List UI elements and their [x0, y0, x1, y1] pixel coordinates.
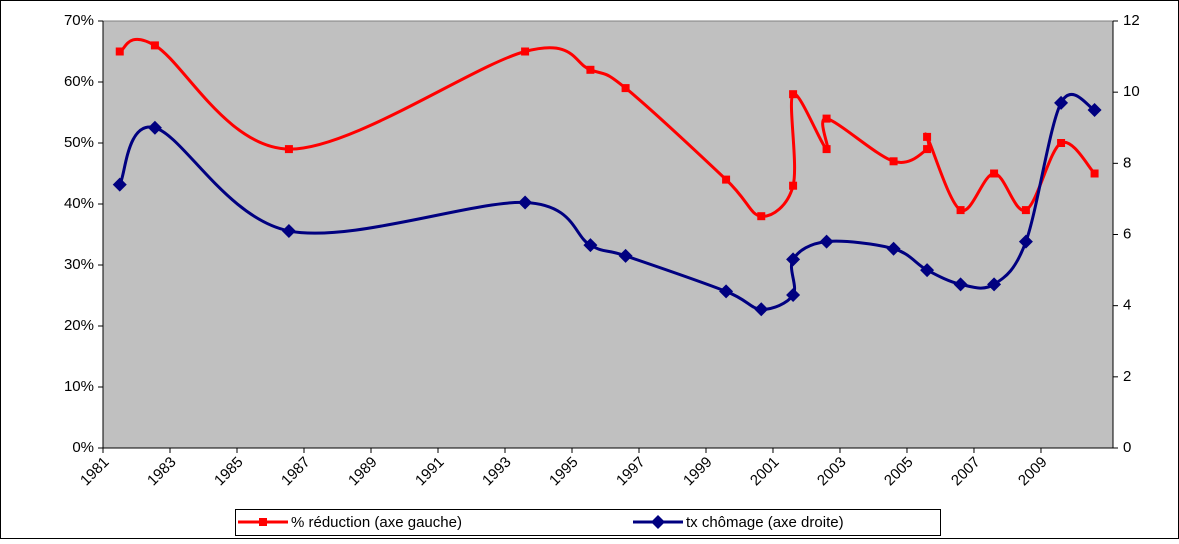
marker	[822, 114, 831, 123]
y2-tick-label: 0	[1123, 439, 1131, 456]
y-tick-label: 40%	[64, 195, 94, 212]
y-tick-label: 30%	[64, 256, 94, 273]
marker	[112, 177, 127, 192]
marker	[150, 41, 159, 50]
marker	[923, 132, 932, 141]
marker	[1018, 234, 1033, 249]
marker	[1087, 102, 1102, 117]
marker	[518, 195, 533, 210]
marker	[1021, 206, 1030, 215]
plot-area	[102, 20, 1114, 449]
marker	[1090, 169, 1099, 178]
y2-tick-label: 8	[1123, 154, 1131, 171]
marker	[956, 206, 965, 215]
marker	[819, 234, 834, 249]
marker	[115, 47, 124, 56]
marker	[281, 223, 296, 238]
marker	[284, 145, 293, 154]
marker	[586, 65, 595, 74]
marker	[719, 284, 734, 299]
y-tick-label: 50%	[64, 134, 94, 151]
y-tick-label: 20%	[64, 317, 94, 334]
y-tick-label: 0%	[72, 439, 94, 456]
y2-tick-label: 6	[1123, 225, 1131, 242]
y2-tick-label: 12	[1123, 12, 1140, 29]
marker	[786, 287, 801, 302]
y2-tick-label: 10	[1123, 83, 1140, 100]
marker	[722, 175, 731, 184]
marker	[923, 145, 932, 154]
marker	[618, 248, 633, 263]
marker	[754, 302, 769, 317]
marker	[822, 145, 831, 154]
legend-box	[235, 509, 941, 536]
marker	[789, 90, 798, 99]
marker	[259, 518, 267, 526]
marker	[521, 47, 530, 56]
marker	[990, 169, 999, 178]
marker	[1057, 139, 1066, 147]
marker	[886, 241, 901, 256]
y2-tick-label: 4	[1123, 297, 1131, 314]
y-tick-label: 70%	[64, 12, 94, 29]
y2-tick-label: 2	[1123, 368, 1131, 385]
y-tick-label: 60%	[64, 73, 94, 90]
marker	[987, 277, 1002, 292]
marker	[789, 181, 798, 190]
marker	[889, 157, 898, 166]
marker	[920, 263, 935, 278]
marker	[757, 212, 766, 221]
marker	[583, 238, 598, 253]
marker	[953, 277, 968, 292]
y-tick-label: 10%	[64, 378, 94, 395]
legend-label: tx chômage (axe droite)	[686, 514, 844, 531]
marker	[786, 252, 801, 267]
legend-label: % réduction (axe gauche)	[291, 514, 462, 531]
marker	[1054, 95, 1069, 110]
marker	[147, 120, 162, 135]
marker	[651, 515, 665, 529]
marker	[621, 84, 630, 93]
